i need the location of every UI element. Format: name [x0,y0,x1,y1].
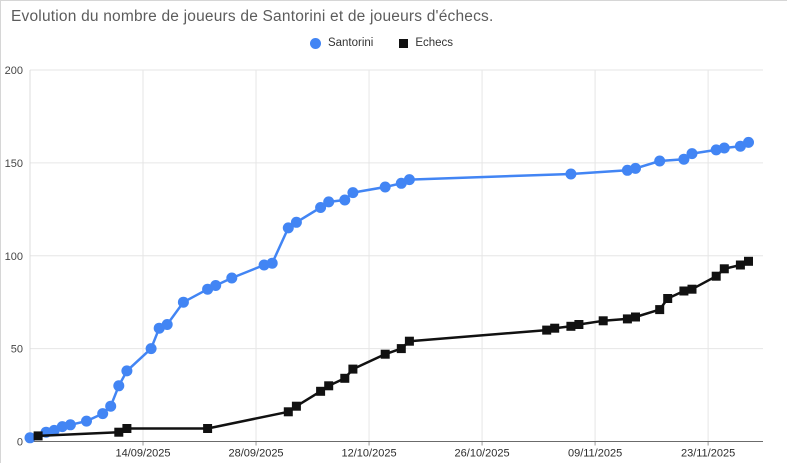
svg-text:14/09/2025: 14/09/2025 [115,448,170,460]
svg-text:28/09/2025: 28/09/2025 [229,448,284,460]
echecs-square-marker-icon [399,38,409,48]
legend-label-santorini: Santorini [327,37,374,49]
chart-legend: Santorini Echecs [1,37,762,49]
svg-text:12/10/2025: 12/10/2025 [342,448,397,460]
santorini-circle-marker-icon [309,37,321,49]
svg-text:09/11/2025: 09/11/2025 [568,448,622,460]
chart-title: Evolution du nombre de joueurs de Santor… [11,8,494,25]
svg-text:0: 0 [17,437,23,449]
svg-text:150: 150 [5,158,23,170]
svg-text:23/11/2025: 23/11/2025 [681,448,735,460]
svg-text:200: 200 [5,65,23,77]
santorini-series [24,136,754,444]
svg-text:50: 50 [11,344,23,356]
legend-label-echecs: Echecs [415,37,454,49]
legend-item-echecs[interactable]: Echecs [399,37,453,49]
svg-text:26/10/2025: 26/10/2025 [455,448,510,460]
svg-text:100: 100 [5,251,23,263]
echecs-series [33,256,753,441]
legend-item-santorini[interactable]: Santorini [309,37,374,49]
